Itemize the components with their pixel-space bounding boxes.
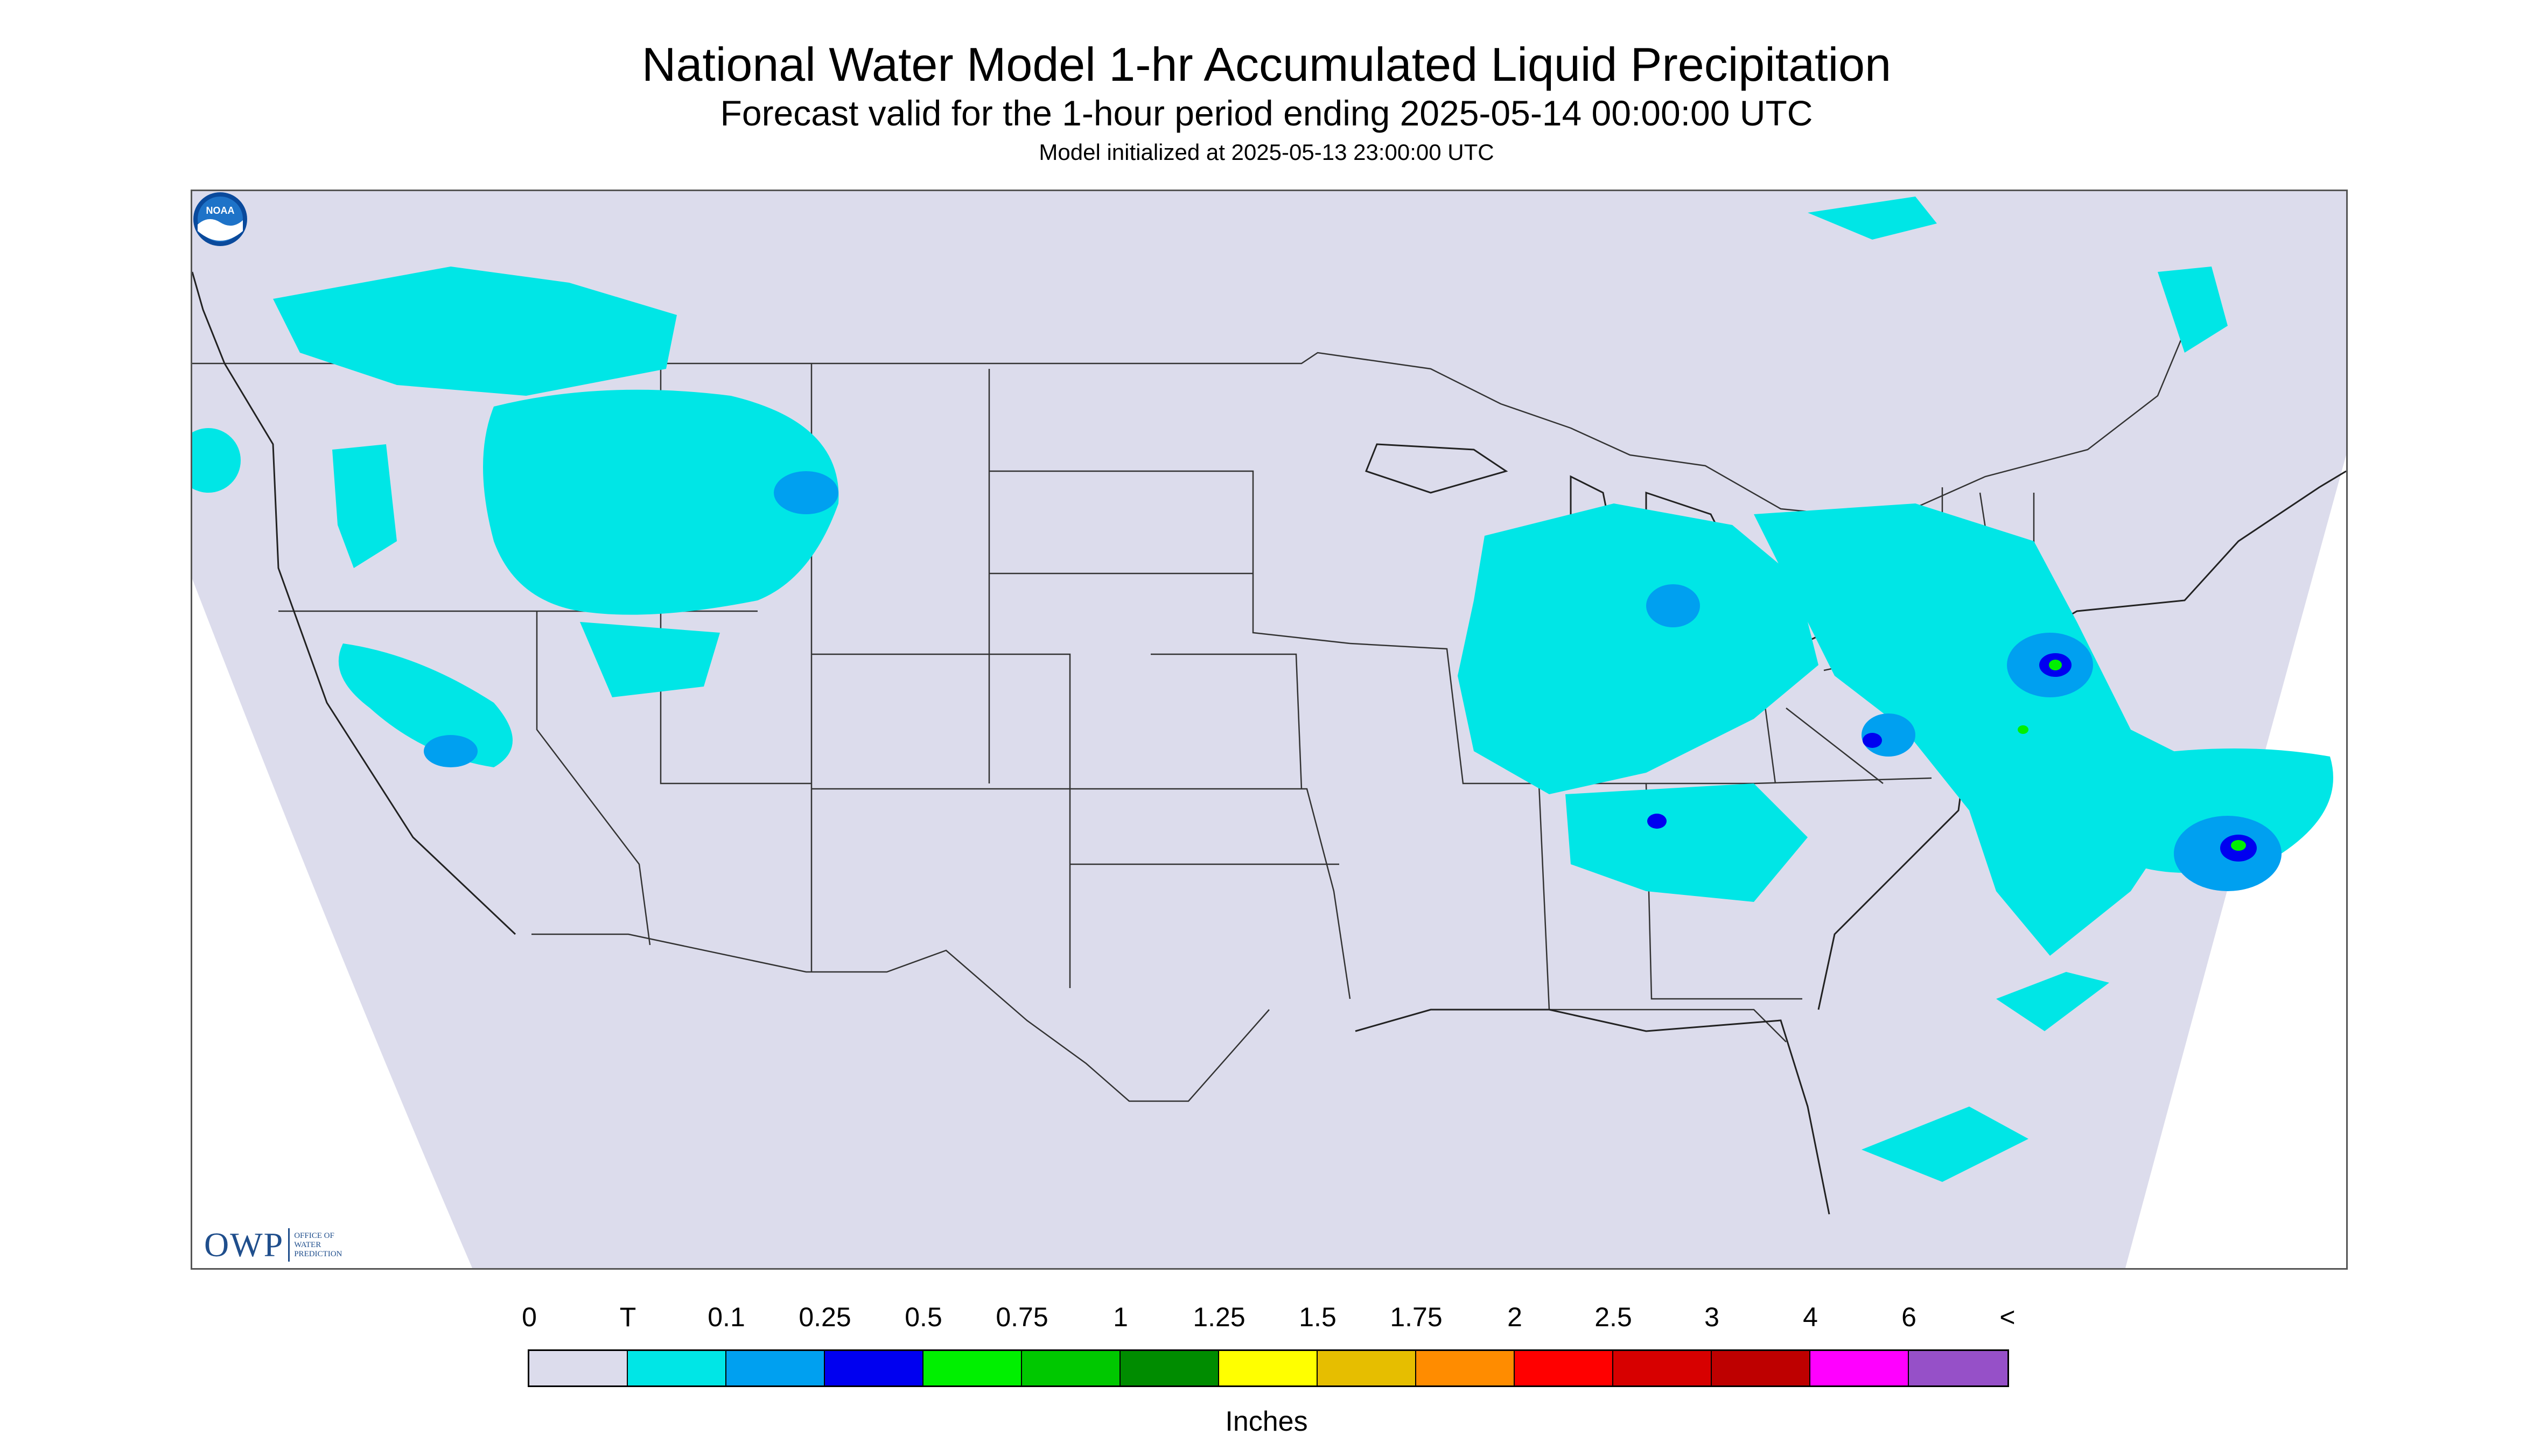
owp-logo-text: OWP xyxy=(204,1226,284,1264)
legend-label: 0.75 xyxy=(996,1302,1048,1332)
legend-swatch xyxy=(1121,1351,1219,1385)
legend-swatch xyxy=(1810,1351,1909,1385)
legend-label: 1.75 xyxy=(1390,1302,1443,1332)
legend-label: 1 xyxy=(1113,1302,1128,1332)
owp-logo-divider xyxy=(288,1228,290,1262)
legend-label: 1.25 xyxy=(1193,1302,1245,1332)
legend-swatch xyxy=(1515,1351,1613,1385)
legend-labels: 0 T 0.1 0.25 0.5 0.75 1 1.25 1.5 1.75 2 … xyxy=(0,1301,2533,1339)
legend-swatch xyxy=(1219,1351,1318,1385)
precip-trace xyxy=(192,197,2333,1182)
forecast-valid-subtitle: Forecast valid for the 1-hour period end… xyxy=(720,93,1813,133)
legend-label: 0.25 xyxy=(799,1302,851,1332)
owp-logo: OWP OFFICE OF WATER PREDICTION xyxy=(204,1225,342,1265)
legend-label: 2 xyxy=(1507,1302,1522,1332)
legend-swatch xyxy=(529,1351,628,1385)
legend-label: < xyxy=(1999,1302,2016,1332)
legend-swatch xyxy=(825,1351,923,1385)
chart-title: National Water Model 1-hr Accumulated Li… xyxy=(641,38,1892,91)
precipitation-map: OWP OFFICE OF WATER PREDICTION NOAA xyxy=(191,190,2348,1270)
noaa-logo-icon: NOAA xyxy=(193,192,247,246)
legend-label: 0.1 xyxy=(708,1302,745,1332)
legend-swatch xyxy=(1416,1351,1515,1385)
legend-label: 3 xyxy=(1704,1302,1719,1332)
legend-swatch xyxy=(628,1351,726,1385)
legend-swatch xyxy=(1909,1351,2007,1385)
legend-units-label: Inches xyxy=(1225,1406,1308,1437)
owp-sub-line-1: OFFICE OF xyxy=(294,1231,334,1240)
legend-swatch xyxy=(1022,1351,1121,1385)
legend-swatch xyxy=(1712,1351,1810,1385)
legend-label: 0 xyxy=(522,1302,537,1332)
legend-label: 2.5 xyxy=(1594,1302,1632,1332)
legend-label: T xyxy=(619,1302,636,1332)
legend-label: 1.5 xyxy=(1299,1302,1337,1332)
noaa-logo-text: NOAA xyxy=(206,205,235,216)
owp-sub-line-3: PREDICTION xyxy=(294,1249,342,1258)
legend-swatch xyxy=(726,1351,825,1385)
legend-color-bar xyxy=(528,1349,2009,1387)
legend-label: 4 xyxy=(1803,1302,1818,1332)
legend-label: 6 xyxy=(1901,1302,1916,1332)
map-canvas xyxy=(192,191,2346,1268)
legend-swatch xyxy=(1318,1351,1416,1385)
model-init-caption: Model initialized at 2025-05-13 23:00:00… xyxy=(1039,139,1494,165)
legend-swatch xyxy=(1613,1351,1712,1385)
legend-label: 0.5 xyxy=(905,1302,942,1332)
legend-swatch xyxy=(923,1351,1022,1385)
owp-sub-line-2: WATER xyxy=(294,1240,321,1249)
precip-heavy xyxy=(2018,660,2246,851)
owp-logo-subtext: OFFICE OF WATER PREDICTION xyxy=(294,1231,342,1259)
